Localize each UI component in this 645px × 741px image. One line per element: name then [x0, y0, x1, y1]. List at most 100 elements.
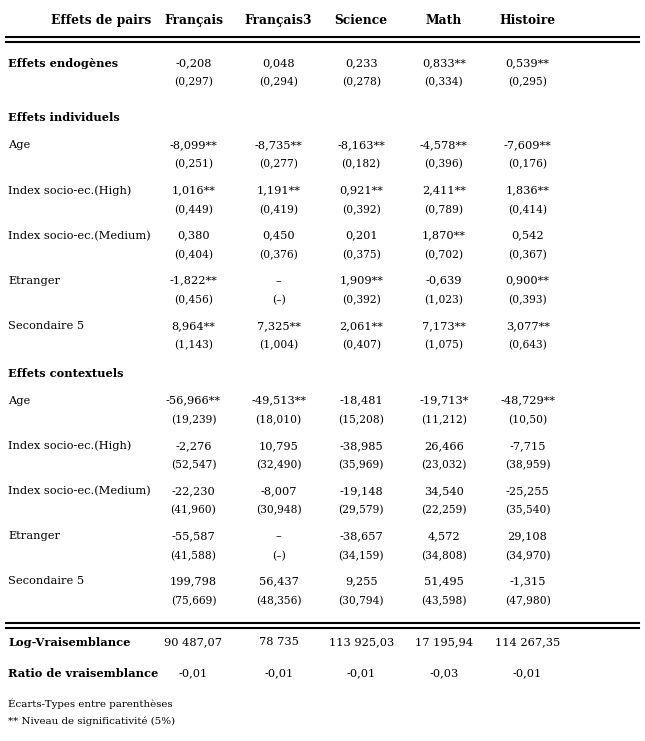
Text: (48,356): (48,356): [256, 596, 301, 606]
Text: 7,173**: 7,173**: [422, 321, 466, 330]
Text: Science: Science: [335, 13, 388, 27]
Text: (0,393): (0,393): [508, 295, 547, 305]
Text: (43,598): (43,598): [421, 596, 466, 606]
Text: 1,016**: 1,016**: [172, 185, 215, 195]
Text: Effets individuels: Effets individuels: [8, 112, 120, 123]
Text: (0,404): (0,404): [174, 250, 213, 260]
Text: 114 267,35: 114 267,35: [495, 637, 561, 647]
Text: -8,735**: -8,735**: [255, 140, 303, 150]
Text: (30,794): (30,794): [339, 596, 384, 606]
Text: Age: Age: [8, 140, 30, 150]
Text: Math: Math: [426, 13, 462, 27]
Text: -1,315: -1,315: [510, 576, 546, 586]
Text: 0,921**: 0,921**: [339, 185, 383, 195]
Text: 1,836**: 1,836**: [506, 185, 550, 195]
Text: -1,822**: -1,822**: [170, 276, 217, 285]
Text: 10,795: 10,795: [259, 441, 299, 451]
Text: -38,657: -38,657: [339, 531, 383, 541]
Text: (–): (–): [272, 295, 286, 305]
Text: 1,191**: 1,191**: [257, 185, 301, 195]
Text: Log-Vraisemblance: Log-Vraisemblance: [8, 637, 131, 648]
Text: 0,539**: 0,539**: [506, 58, 550, 67]
Text: (41,960): (41,960): [170, 505, 217, 516]
Text: (35,540): (35,540): [505, 505, 550, 516]
Text: Secondaire 5: Secondaire 5: [8, 576, 84, 586]
Text: (–): (–): [272, 551, 286, 561]
Text: (0,643): (0,643): [508, 340, 547, 350]
Text: (75,669): (75,669): [171, 596, 216, 606]
Text: Etranger: Etranger: [8, 276, 61, 285]
Text: 90 487,07: 90 487,07: [164, 637, 223, 647]
Text: 29,108: 29,108: [508, 531, 548, 541]
Text: (0,367): (0,367): [508, 250, 547, 260]
Text: Écarts-Types entre parenthèses: Écarts-Types entre parenthèses: [8, 698, 173, 708]
Text: -22,230: -22,230: [172, 486, 215, 496]
Text: 0,900**: 0,900**: [506, 276, 550, 285]
Text: -8,007: -8,007: [261, 486, 297, 496]
Text: (15,208): (15,208): [338, 415, 384, 425]
Text: (29,579): (29,579): [339, 505, 384, 516]
Text: (32,490): (32,490): [256, 460, 301, 471]
Text: 1,870**: 1,870**: [422, 230, 466, 240]
Text: -0,03: -0,03: [429, 668, 459, 678]
Text: (0,449): (0,449): [174, 205, 213, 215]
Text: 0,048: 0,048: [263, 58, 295, 67]
Text: -0,01: -0,01: [264, 668, 293, 678]
Text: (23,032): (23,032): [421, 460, 466, 471]
Text: 1,909**: 1,909**: [339, 276, 383, 285]
Text: (1,023): (1,023): [424, 295, 463, 305]
Text: (18,010): (18,010): [255, 415, 302, 425]
Text: (0,789): (0,789): [424, 205, 463, 215]
Text: (52,547): (52,547): [171, 460, 216, 471]
Text: (1,004): (1,004): [259, 340, 298, 350]
Text: (47,980): (47,980): [504, 596, 551, 606]
Text: (1,143): (1,143): [174, 340, 213, 350]
Text: Français3: Français3: [245, 13, 312, 27]
Text: (0,182): (0,182): [342, 159, 381, 170]
Text: -2,276: -2,276: [175, 441, 212, 451]
Text: -18,481: -18,481: [339, 396, 383, 405]
Text: (0,376): (0,376): [259, 250, 298, 260]
Text: -56,966**: -56,966**: [166, 396, 221, 405]
Text: 7,325**: 7,325**: [257, 321, 301, 330]
Text: 78 735: 78 735: [259, 637, 299, 647]
Text: -0,639: -0,639: [426, 276, 462, 285]
Text: (0,702): (0,702): [424, 250, 463, 260]
Text: -0,01: -0,01: [179, 668, 208, 678]
Text: 0,450: 0,450: [263, 230, 295, 240]
Text: (22,259): (22,259): [421, 505, 466, 516]
Text: (10,50): (10,50): [508, 415, 547, 425]
Text: (38,959): (38,959): [505, 460, 550, 471]
Text: (34,970): (34,970): [505, 551, 550, 561]
Text: –: –: [276, 531, 281, 541]
Text: Index socio-ec.(High): Index socio-ec.(High): [8, 441, 132, 451]
Text: (19,239): (19,239): [171, 415, 216, 425]
Text: 4,572: 4,572: [428, 531, 460, 541]
Text: -49,513**: -49,513**: [251, 396, 306, 405]
Text: 0,833**: 0,833**: [422, 58, 466, 67]
Text: 199,798: 199,798: [170, 576, 217, 586]
Text: -4,578**: -4,578**: [420, 140, 468, 150]
Text: (0,456): (0,456): [174, 295, 213, 305]
Text: (41,588): (41,588): [170, 551, 217, 561]
Text: Effets de pairs: Effets de pairs: [51, 13, 151, 27]
Text: -0,01: -0,01: [346, 668, 376, 678]
Text: (0,392): (0,392): [342, 295, 381, 305]
Text: (0,297): (0,297): [174, 77, 213, 87]
Text: Index socio-ec.(Medium): Index socio-ec.(Medium): [8, 486, 151, 496]
Text: 9,255: 9,255: [345, 576, 377, 586]
Text: Français: Français: [164, 13, 223, 27]
Text: (0,407): (0,407): [342, 340, 381, 350]
Text: -0,01: -0,01: [513, 668, 542, 678]
Text: -25,255: -25,255: [506, 486, 550, 496]
Text: (34,808): (34,808): [421, 551, 467, 561]
Text: 2,411**: 2,411**: [422, 185, 466, 195]
Text: -7,609**: -7,609**: [504, 140, 551, 150]
Text: 17 195,94: 17 195,94: [415, 637, 473, 647]
Text: -55,587: -55,587: [172, 531, 215, 541]
Text: 0,233: 0,233: [345, 58, 377, 67]
Text: 51,495: 51,495: [424, 576, 464, 586]
Text: (0,277): (0,277): [259, 159, 298, 170]
Text: 56,437: 56,437: [259, 576, 299, 586]
Text: Age: Age: [8, 396, 30, 405]
